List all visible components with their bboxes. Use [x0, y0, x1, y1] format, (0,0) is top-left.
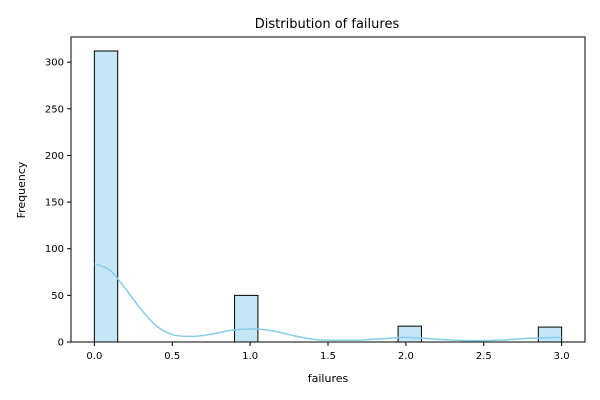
x-axis-label: failures — [308, 372, 349, 385]
x-tick-label: 2.0 — [398, 351, 414, 362]
x-tick-label: 2.5 — [476, 351, 492, 362]
y-axis: 0 50 100 150 200 250 300 — [45, 58, 71, 349]
kde-curve — [94, 262, 562, 342]
bars-group — [93, 50, 563, 343]
plot-frame — [70, 36, 586, 343]
x-tick-label: 0.5 — [164, 351, 180, 362]
x-tick-label: 1.0 — [242, 351, 258, 362]
x-tick-label: 1.5 — [320, 351, 336, 362]
histogram-bar-3 — [537, 326, 563, 343]
x-axis: 0.0 0.5 1.0 1.5 2.0 2.5 3.0 — [86, 342, 570, 362]
chart-title: Distribution of failures — [255, 17, 400, 32]
y-tick-label: 50 — [51, 291, 64, 302]
histogram-bar-1 — [234, 294, 259, 343]
histogram-bar-0 — [93, 50, 119, 343]
y-tick-label: 300 — [45, 58, 64, 69]
histogram-bar-2 — [397, 325, 422, 343]
x-tick-label: 3.0 — [554, 351, 570, 362]
x-tick-label: 0.0 — [86, 351, 102, 362]
y-tick-label: 200 — [45, 151, 64, 162]
y-axis-label: Frequency — [15, 161, 28, 218]
y-tick-label: 250 — [45, 104, 64, 115]
y-tick-label: 0 — [58, 338, 64, 349]
y-tick-label: 100 — [45, 244, 64, 255]
y-tick-label: 150 — [45, 198, 64, 209]
